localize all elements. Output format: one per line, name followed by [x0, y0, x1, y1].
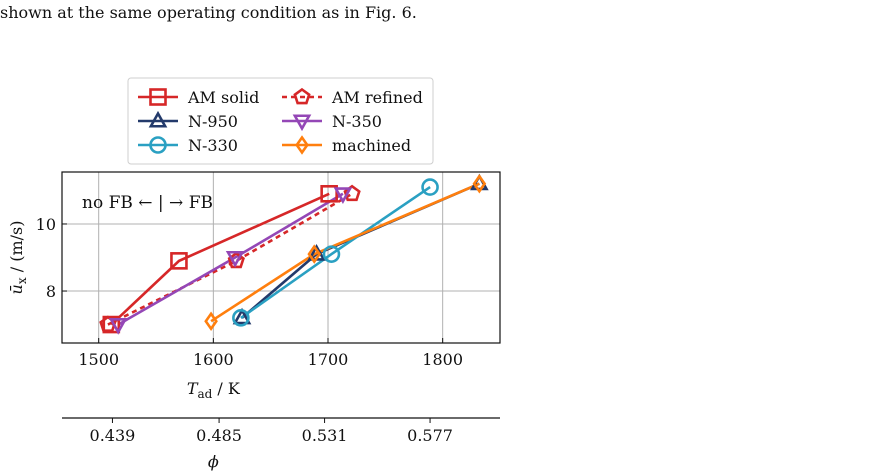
series-line-0	[110, 192, 330, 326]
data-point-marker	[472, 173, 487, 194]
secondary-tick-label: 0.577	[407, 426, 453, 445]
legend-label: N-950	[188, 112, 238, 131]
legend-marker-3	[292, 114, 312, 132]
data-point-marker	[225, 250, 245, 268]
data-point-marker	[322, 245, 341, 263]
legend-label: machined	[332, 136, 411, 155]
figure-caption-text: shown at the same operating condition as…	[0, 3, 417, 22]
data-point-marker	[170, 252, 188, 270]
secondary-tick-label: 0.485	[196, 426, 242, 445]
x-tick-label: 1600	[193, 350, 234, 369]
legend-marker-4	[149, 136, 167, 154]
chart-series-lines	[107, 182, 480, 326]
data-point-marker	[421, 178, 439, 196]
series-line-5	[210, 182, 480, 323]
secondary-tick-label: 0.531	[302, 426, 348, 445]
legend-marker-2	[148, 110, 168, 128]
data-point-marker	[333, 187, 353, 204]
legend-marker-5	[295, 135, 309, 155]
data-point-marker	[343, 184, 361, 202]
legend-marker-1	[293, 87, 311, 105]
data-point-marker	[320, 184, 338, 203]
data-point-marker	[307, 244, 322, 264]
feedback-annotation: no FB ← | → FB	[82, 193, 213, 213]
series-line-1	[107, 192, 353, 326]
data-point-marker	[108, 318, 128, 335]
data-point-marker	[232, 309, 250, 327]
legend-label: AM solid	[187, 88, 259, 107]
x-tick-label: 1700	[308, 350, 349, 369]
x-axis-label: Tad / K	[187, 379, 241, 401]
x-tick-label: 1800	[422, 350, 463, 369]
data-point-marker	[232, 307, 252, 325]
chart-series-markers	[99, 173, 489, 335]
plot-frame	[61, 171, 501, 344]
legend-marker-0	[149, 88, 167, 106]
series-line-2	[241, 182, 480, 319]
data-point-marker	[102, 315, 121, 334]
legend-label: N-350	[332, 112, 382, 131]
chart-ticks: 1500 1600 1700 1800 8 10	[36, 215, 463, 369]
data-point-marker	[99, 315, 117, 332]
y-axis-label: ūx / (m/s)	[7, 221, 29, 295]
plot-border	[61, 171, 501, 344]
legend-box	[127, 77, 434, 165]
x-tick-label: 1500	[78, 350, 119, 369]
series-line-3	[117, 192, 344, 326]
y-tick-label: 10	[36, 215, 56, 234]
legend-label: AM refined	[331, 88, 423, 107]
y-tick-label: 8	[46, 282, 56, 301]
data-point-marker	[204, 311, 218, 331]
x-axis-label-text: Tad / K	[187, 379, 241, 401]
secondary-axis-label: ϕ	[208, 452, 219, 471]
series-line-4	[240, 186, 431, 319]
y-axis-label-text: ūx / (m/s)	[7, 221, 29, 295]
secondary-tick-label: 0.439	[90, 426, 136, 445]
chart-legend: AM solid AM refined N-950 N-350 N-330 machine…	[127, 77, 434, 165]
legend-label: N-330	[188, 136, 238, 155]
secondary-x-axis: 0.439 0.485 0.531 0.577 ϕ	[62, 417, 500, 471]
